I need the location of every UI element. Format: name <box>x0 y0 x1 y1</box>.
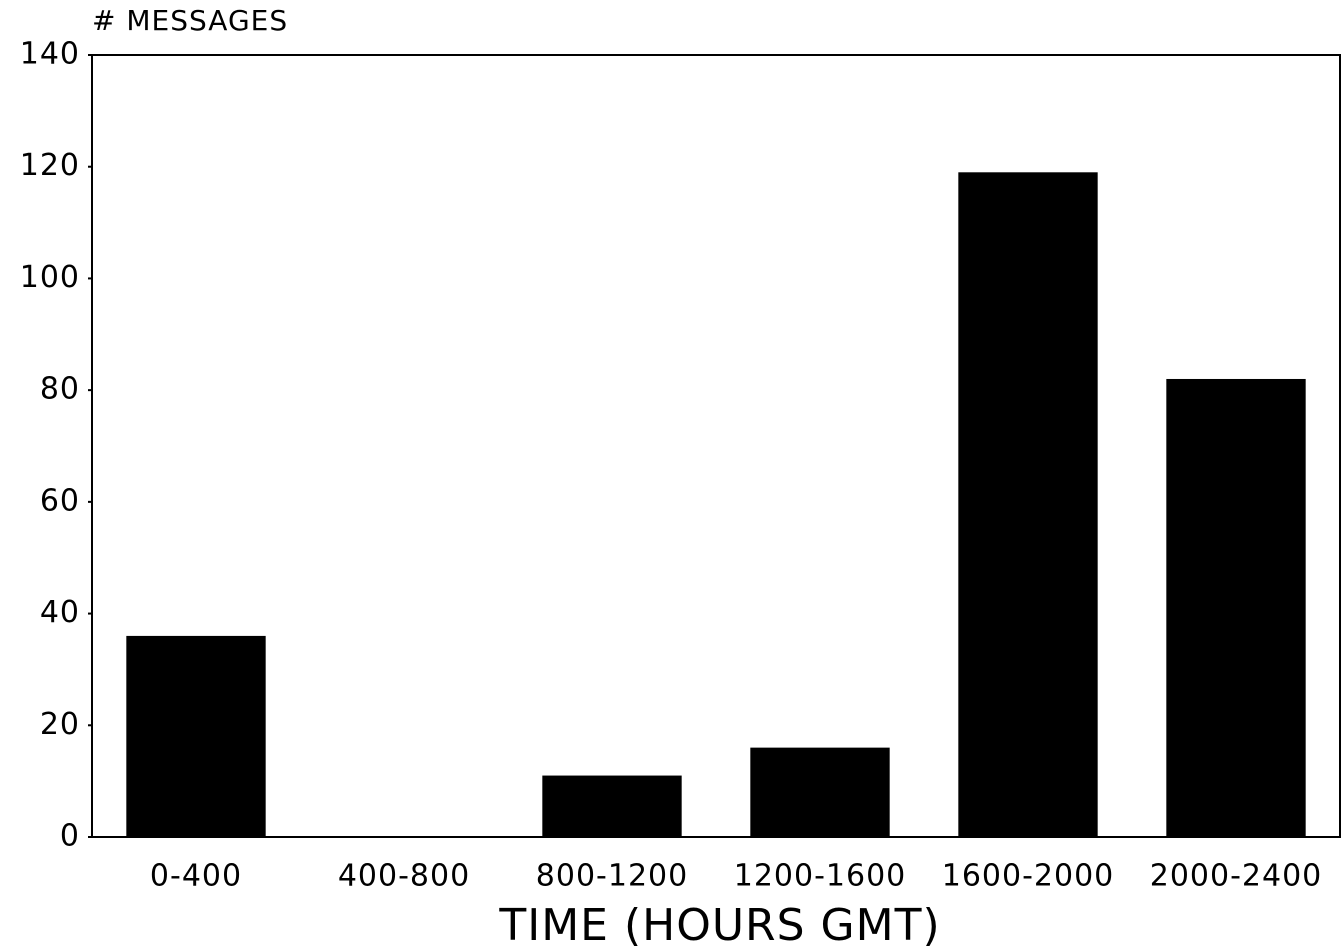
x-axis-label: TIME (HOURS GMT) <box>498 900 940 951</box>
plot-frame <box>91 54 1341 838</box>
bar <box>750 747 890 837</box>
y-tick-label: 60 <box>40 483 80 518</box>
x-tick-label: 0-400 <box>150 859 242 894</box>
y-tick-label: 120 <box>20 148 80 183</box>
x-tick-label: 1600-2000 <box>942 859 1115 894</box>
x-tick-label: 400-800 <box>338 859 470 894</box>
y-tick-label: 40 <box>40 595 80 630</box>
bar <box>126 635 266 837</box>
y-tick-label: 20 <box>40 707 80 742</box>
y-tick-label: 80 <box>40 372 80 407</box>
y-axis-label: # MESSAGES <box>92 4 288 37</box>
x-tick-label: 800-1200 <box>536 859 688 894</box>
y-tick-label: 100 <box>20 260 80 295</box>
x-tick-label: 1200-1600 <box>734 859 907 894</box>
bar <box>542 775 682 837</box>
bar <box>1166 378 1306 837</box>
y-tick-label: 0 <box>60 819 80 854</box>
x-tick-label: 2000-2400 <box>1150 859 1323 894</box>
y-tick-label: 140 <box>20 37 80 72</box>
bar <box>958 172 1098 838</box>
